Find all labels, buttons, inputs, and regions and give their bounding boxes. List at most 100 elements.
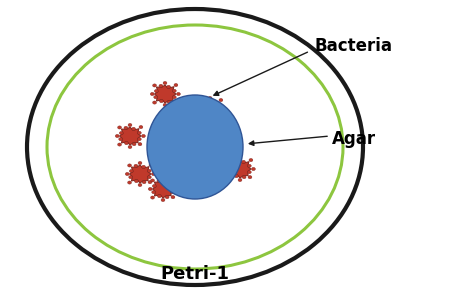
Ellipse shape [167,101,171,104]
Ellipse shape [238,156,242,160]
Ellipse shape [128,181,131,184]
Ellipse shape [153,184,156,188]
Ellipse shape [128,164,131,167]
Ellipse shape [249,158,253,162]
Ellipse shape [142,181,146,184]
Ellipse shape [135,180,138,183]
Ellipse shape [177,130,181,133]
Ellipse shape [153,84,156,87]
Ellipse shape [219,98,223,102]
Ellipse shape [204,115,209,118]
Ellipse shape [164,141,168,144]
Ellipse shape [169,129,173,133]
Ellipse shape [167,85,171,88]
Ellipse shape [142,134,146,138]
Ellipse shape [176,92,180,96]
Ellipse shape [148,188,152,191]
Ellipse shape [155,89,158,93]
Ellipse shape [118,126,121,129]
Ellipse shape [164,180,169,183]
Ellipse shape [195,107,199,111]
Ellipse shape [27,9,363,285]
Ellipse shape [228,159,231,162]
Ellipse shape [157,195,161,198]
Ellipse shape [119,138,123,141]
Ellipse shape [128,123,132,127]
Ellipse shape [170,184,174,187]
Text: Petri-1: Petri-1 [161,265,229,283]
Ellipse shape [247,164,251,167]
Ellipse shape [170,191,174,194]
Polygon shape [229,160,251,178]
Ellipse shape [171,196,175,199]
Ellipse shape [174,188,178,191]
Ellipse shape [139,126,143,129]
Ellipse shape [132,143,136,146]
Ellipse shape [151,196,155,199]
Ellipse shape [173,96,176,99]
Ellipse shape [200,104,203,108]
Ellipse shape [124,126,128,129]
Ellipse shape [208,96,212,100]
Ellipse shape [184,128,188,132]
Ellipse shape [198,116,201,119]
Ellipse shape [183,146,187,149]
Ellipse shape [163,81,167,85]
Ellipse shape [212,100,216,103]
Ellipse shape [137,138,141,141]
Polygon shape [153,180,174,198]
Text: Bacteria: Bacteria [315,37,393,55]
Ellipse shape [138,161,142,165]
Ellipse shape [147,176,151,179]
Ellipse shape [147,95,243,199]
Polygon shape [119,127,141,145]
Polygon shape [200,100,221,118]
Ellipse shape [138,143,142,146]
Ellipse shape [163,103,167,106]
Ellipse shape [229,164,233,168]
Text: Agar: Agar [332,130,376,148]
Ellipse shape [170,145,173,148]
Ellipse shape [204,99,208,103]
Ellipse shape [182,134,186,137]
Ellipse shape [235,175,238,178]
Ellipse shape [228,176,231,179]
Ellipse shape [119,131,123,135]
Ellipse shape [218,116,222,119]
Ellipse shape [153,101,156,104]
Ellipse shape [225,167,229,171]
Ellipse shape [154,96,158,99]
Ellipse shape [147,169,151,172]
Ellipse shape [173,148,177,151]
Ellipse shape [212,116,216,119]
Ellipse shape [208,118,212,121]
Ellipse shape [165,196,169,199]
Ellipse shape [157,179,161,183]
Ellipse shape [125,172,129,176]
Ellipse shape [115,134,119,138]
Ellipse shape [148,181,152,184]
Ellipse shape [150,92,154,96]
Ellipse shape [129,176,133,179]
Ellipse shape [238,178,242,182]
Ellipse shape [221,107,225,111]
Ellipse shape [137,131,141,134]
Ellipse shape [152,172,155,176]
Ellipse shape [218,111,221,114]
Ellipse shape [149,163,153,167]
Ellipse shape [252,167,255,171]
Ellipse shape [161,198,165,202]
Ellipse shape [247,171,251,174]
Ellipse shape [173,101,177,104]
Ellipse shape [234,159,238,163]
Ellipse shape [128,146,132,148]
Polygon shape [164,130,186,148]
Ellipse shape [173,89,176,92]
Ellipse shape [218,104,221,107]
Ellipse shape [151,179,155,182]
Ellipse shape [177,146,181,149]
Ellipse shape [172,178,176,182]
Ellipse shape [163,146,166,149]
Ellipse shape [174,83,178,87]
Ellipse shape [164,134,168,138]
